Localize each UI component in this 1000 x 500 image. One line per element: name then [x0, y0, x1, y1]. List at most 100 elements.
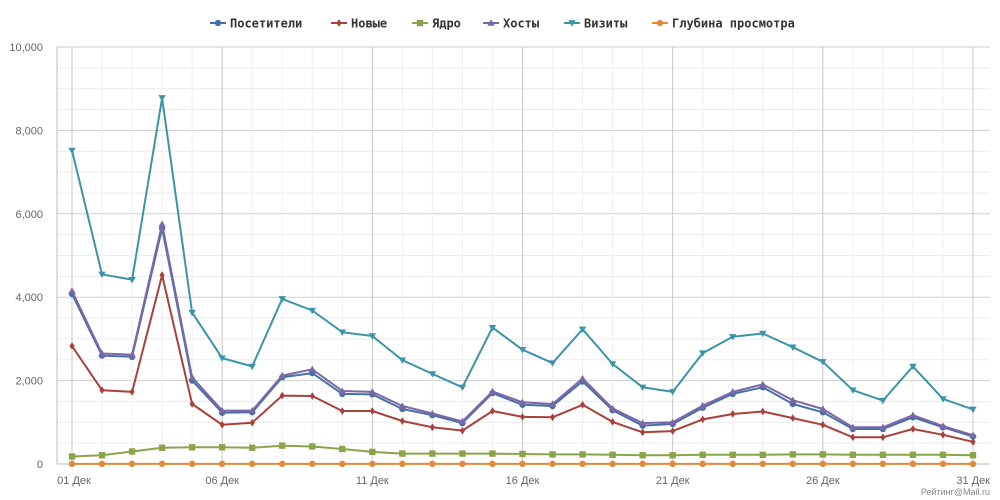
x-tick-label: 26 Дек: [806, 475, 840, 487]
data-point: [639, 460, 646, 468]
data-point: [158, 460, 166, 468]
data-point: [459, 426, 466, 435]
data-point: [969, 406, 977, 414]
y-tick-label: 10,000: [9, 42, 43, 54]
data-point: [308, 307, 316, 315]
data-point: [609, 460, 616, 468]
data-point: [940, 431, 946, 439]
data-point: [128, 460, 136, 468]
series-group: [68, 95, 977, 414]
data-point: [369, 407, 375, 415]
data-point: [218, 406, 226, 414]
data-point: [248, 406, 256, 414]
data-point: [249, 444, 256, 451]
data-point: [638, 419, 647, 426]
data-point: [790, 414, 796, 422]
data-point: [128, 448, 136, 455]
data-point: [849, 423, 857, 431]
data-point: [578, 374, 587, 382]
data-point: [399, 417, 405, 425]
data-point: [188, 460, 196, 468]
legend-label: Посетители: [230, 17, 302, 31]
data-point: [249, 418, 255, 427]
data-point: [730, 410, 736, 418]
data-point: [519, 450, 526, 458]
data-point: [549, 460, 556, 468]
data-point: [279, 391, 285, 400]
data-point: [68, 287, 76, 294]
data-point: [339, 460, 346, 468]
data-point: [519, 413, 526, 421]
data-point: [549, 451, 556, 458]
legend-label: Хосты: [503, 17, 540, 31]
legend-marker: [487, 19, 495, 26]
y-tick-label: 8,000: [15, 125, 43, 137]
data-point: [759, 330, 767, 338]
data-point: [218, 444, 226, 451]
legend-item: Новые: [331, 17, 387, 31]
data-point: [459, 460, 466, 468]
data-point: [729, 451, 736, 459]
x-tick-label: 16 Дек: [506, 475, 540, 487]
y-tick-label: 2,000: [15, 376, 43, 388]
legend-label: Визиты: [584, 17, 628, 31]
data-point: [820, 421, 826, 429]
data-point: [309, 460, 316, 468]
data-point: [369, 448, 376, 456]
data-point: [699, 451, 706, 459]
data-point: [218, 355, 226, 362]
data-point: [579, 460, 586, 468]
data-point: [879, 451, 887, 459]
data-point: [879, 397, 887, 405]
data-point: [969, 452, 977, 459]
data-point: [489, 460, 496, 468]
data-point: [759, 460, 766, 468]
chart-series: [68, 95, 977, 468]
data-point: [699, 460, 706, 468]
data-point: [158, 220, 166, 227]
y-axis-ticks: 0 2,000 4,000 6,000 8,000 10,000: [9, 42, 43, 471]
data-point: [729, 334, 737, 341]
data-point: [518, 398, 527, 405]
data-point: [849, 460, 857, 468]
data-point: [789, 451, 796, 458]
data-point: [939, 460, 947, 468]
data-point: [429, 423, 435, 432]
data-point: [849, 451, 857, 459]
data-point: [99, 386, 105, 394]
data-point: [880, 433, 886, 442]
legend-marker: [568, 20, 576, 27]
legend-label: Глубина просмотра: [672, 17, 795, 31]
data-point: [850, 433, 856, 442]
data-point: [879, 423, 887, 431]
data-point: [429, 450, 436, 457]
data-point: [518, 347, 527, 354]
data-point: [339, 407, 345, 415]
data-point: [910, 425, 916, 433]
data-point: [700, 415, 706, 424]
data-point: [879, 460, 887, 468]
data-point: [548, 360, 557, 367]
data-point: [488, 324, 497, 332]
data-point: [548, 400, 557, 407]
data-point: [579, 400, 586, 409]
data-point: [68, 460, 76, 468]
legend-item: Ядро: [412, 17, 461, 31]
data-point: [668, 418, 677, 425]
data-point: [98, 271, 106, 278]
data-point: [638, 384, 647, 391]
series-group: [69, 271, 976, 446]
chart-credit: Рейтинг@Mail.ru: [921, 487, 990, 497]
data-point: [519, 460, 526, 468]
legend-marker: [656, 19, 664, 27]
data-point: [399, 460, 406, 468]
data-point: [458, 417, 467, 425]
y-tick-label: 0: [37, 459, 43, 471]
data-point: [789, 344, 797, 351]
data-point: [128, 276, 136, 284]
data-point: [428, 409, 437, 417]
legend-item: Хосты: [483, 17, 540, 31]
legend-marker: [416, 19, 424, 27]
data-point: [909, 363, 917, 371]
legend-label: Новые: [351, 17, 387, 31]
